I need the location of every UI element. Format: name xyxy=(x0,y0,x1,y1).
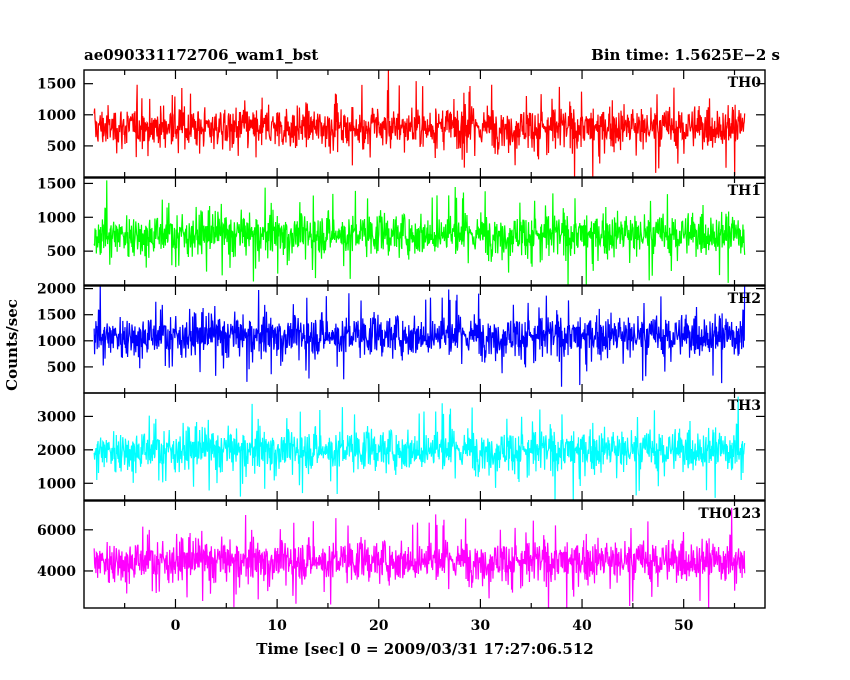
x-tick-label: 50 xyxy=(674,618,694,634)
panel-th1: TH1 500 1000 1500 xyxy=(37,176,766,286)
y-tick-label: 1000 xyxy=(37,334,76,350)
panel-frame xyxy=(83,392,766,501)
y-tick-label: 2000 xyxy=(37,282,76,298)
panel-frame xyxy=(83,69,766,178)
y-tick-label: 6000 xyxy=(37,523,76,539)
y-axis-label: Counts/sec xyxy=(3,299,21,391)
x-tick-label: 0 xyxy=(171,618,181,634)
x-tick-label: 10 xyxy=(267,618,287,634)
panel-frame xyxy=(83,500,766,609)
y-tick-label: 500 xyxy=(47,360,76,376)
panel-th2: TH2 500 1000 1500 2000 xyxy=(37,282,766,394)
panel-th0: TH0 500 1000 1500 xyxy=(37,69,766,178)
panel-frame xyxy=(83,177,766,286)
y-tick-label: 1000 xyxy=(37,108,76,124)
panels-group: TH050010001500TH150010001500TH2500100015… xyxy=(37,69,766,634)
panel-label: TH3 xyxy=(728,398,761,414)
bin-time-label: Bin time: 1.5625E−2 s xyxy=(591,46,780,64)
series-th2-line xyxy=(93,286,746,387)
y-tick-label: 3000 xyxy=(37,409,76,425)
y-tick-label: 2000 xyxy=(37,443,76,459)
chart-title: ae090331172706_wam1_bst xyxy=(84,46,318,64)
x-tick-label: 30 xyxy=(471,618,491,634)
y-tick-label: 500 xyxy=(47,244,76,260)
series-th3-line xyxy=(93,396,746,500)
x-tick-label: 20 xyxy=(369,618,389,634)
y-tick-label: 1500 xyxy=(37,77,76,93)
panel-th0123: TH0123 4000 6000 xyxy=(37,500,766,609)
series-th0123-line xyxy=(93,507,746,608)
series-th0-line xyxy=(93,70,746,177)
y-tick-label: 500 xyxy=(47,139,76,155)
y-tick-label: 1500 xyxy=(37,176,76,192)
y-tick-label: 1500 xyxy=(37,308,76,324)
x-axis-label: Time [sec] 0 = 2009/03/31 17:27:06.512 xyxy=(256,640,593,658)
panel-label: TH0 xyxy=(728,75,762,91)
y-tick-label: 1000 xyxy=(37,210,76,226)
panel-label: TH2 xyxy=(728,291,761,307)
y-tick-label: 1000 xyxy=(37,476,76,492)
series-th1-line xyxy=(93,180,746,285)
panel-label: TH0123 xyxy=(698,506,761,522)
x-tick-label: 40 xyxy=(572,618,592,634)
y-tick-label: 4000 xyxy=(37,564,76,580)
panel-th3: TH3 1000 2000 3000 xyxy=(37,392,766,501)
panel-label: TH1 xyxy=(728,183,761,199)
